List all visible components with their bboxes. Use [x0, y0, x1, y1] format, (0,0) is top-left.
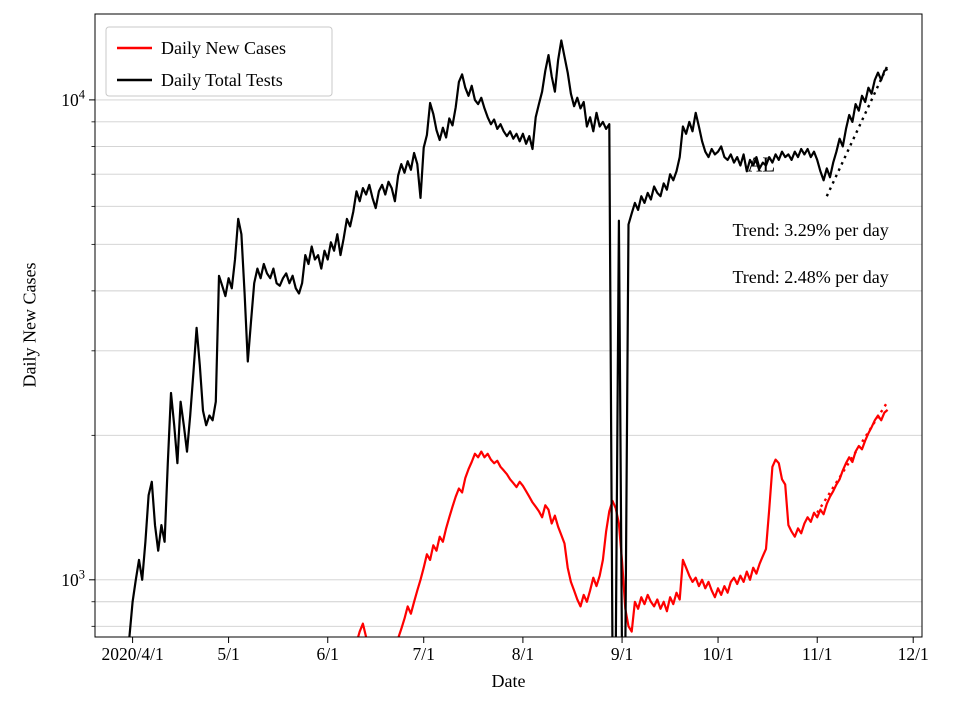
x-tick-label: 2020/4/1	[101, 644, 163, 664]
x-tick-label: 9/1	[611, 644, 633, 664]
legend-box	[105, 26, 333, 97]
annotations: AL Trend: 3.29% per day Trend: 2.48% per d…	[732, 152, 888, 287]
x-tick-label: 11/1	[802, 644, 832, 664]
x-tick-label: 8/1	[512, 644, 534, 664]
gridlines	[95, 99, 922, 627]
x-tick-label: 7/1	[413, 644, 435, 664]
y-axis: 103 104	[61, 87, 95, 627]
y-tick-label: 103	[61, 567, 85, 590]
x-tick-label: 10/1	[702, 644, 733, 664]
series-daily-total-tests-trend-3-29-per-day-line	[825, 64, 889, 197]
annotation-cases-trend-label: Trend: 2.48% per day	[732, 267, 888, 287]
legend: Daily New Cases Daily Total Tests	[105, 26, 333, 97]
legend-item-label: Daily New Cases	[161, 38, 286, 58]
axes-box	[94, 13, 923, 638]
x-axis: 2020/4/1 5/1 6/1 7/1 8/1 9/1 10/1 11/1 12/1	[101, 637, 929, 664]
legend-item-label: Daily Total Tests	[161, 70, 283, 90]
series-daily-total-tests-line	[128, 39, 889, 637]
y-axis-label: Daily New Cases	[19, 262, 40, 388]
y-tick-label: 104	[61, 87, 86, 110]
x-tick-label: 12/1	[898, 644, 929, 664]
x-axis-label: Date	[491, 671, 526, 691]
annotation-state-label: AL	[747, 152, 775, 176]
plot-area	[128, 39, 889, 637]
series-daily-new-cases-trend-2-48-per-day-line	[816, 401, 889, 514]
x-tick-label: 5/1	[217, 644, 239, 664]
annotation-tests-trend-label: Trend: 3.29% per day	[732, 220, 888, 240]
x-tick-label: 6/1	[317, 644, 339, 664]
